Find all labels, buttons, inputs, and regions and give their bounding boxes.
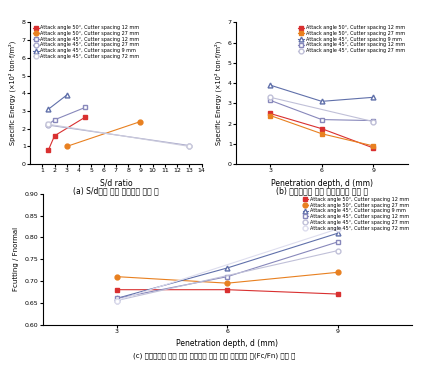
Legend: Attack angle 50°, Cutter spacing 12 mm, Attack angle 50°, Cutter spacing 27 mm, : Attack angle 50°, Cutter spacing 12 mm, … [298,25,405,54]
Text: (b) 관입깊이에 따른 비에너지의 변화 예: (b) 관입깊이에 따른 비에너지의 변화 예 [276,186,368,195]
X-axis label: Penetration depth, d (mm): Penetration depth, d (mm) [271,179,373,188]
Y-axis label: Specific Energy (×10² ton·f/m²): Specific Energy (×10² ton·f/m²) [9,41,16,145]
X-axis label: S/d ratio: S/d ratio [100,179,132,188]
X-axis label: Penetration depth, d (mm): Penetration depth, d (mm) [176,339,278,348]
Text: (c) 관입깊이에 따른 평균 연직력에 대한 평균 절삭력의 비(Fc/Fn) 변화 예: (c) 관입깊이에 따른 평균 연직력에 대한 평균 절삭력의 비(Fc/Fn)… [133,352,296,359]
Legend: Attack angle 50°, Cutter spacing 12 mm, Attack angle 50°, Cutter spacing 27 mm, : Attack angle 50°, Cutter spacing 12 mm, … [33,25,140,59]
Y-axis label: Fcutting / Fnormal: Fcutting / Fnormal [13,227,19,291]
Y-axis label: Specific Energy (×10² ton·f/m²): Specific Energy (×10² ton·f/m²) [215,41,222,145]
Legend: Attack angle 50°, Cutter spacing 12 mm, Attack angle 50°, Cutter spacing 27 mm, : Attack angle 50°, Cutter spacing 12 mm, … [302,197,409,231]
Text: (a) S/d비에 따른 비에너지 변화 예: (a) S/d비에 따른 비에너지 변화 예 [73,186,159,195]
